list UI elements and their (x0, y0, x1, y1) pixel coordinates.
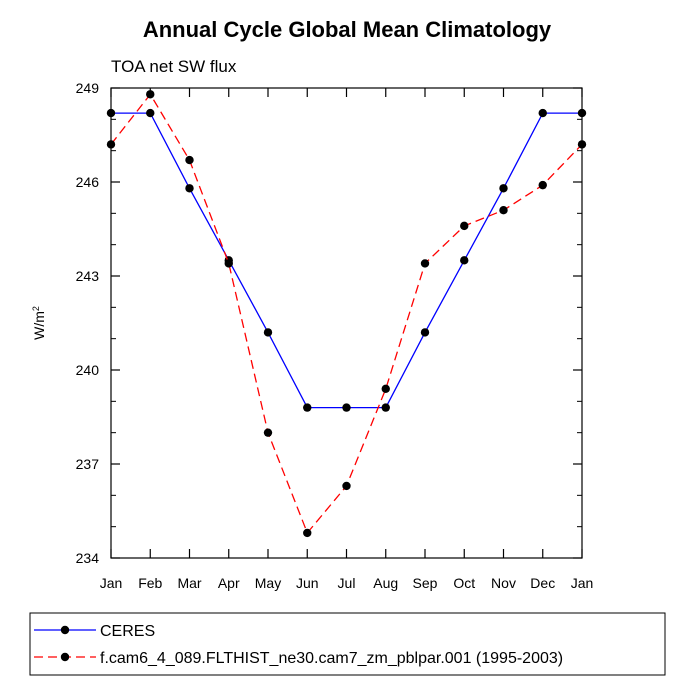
x-tick-label: Feb (138, 575, 162, 591)
x-tick-label: Dec (530, 575, 555, 591)
series-layer (106, 90, 587, 538)
x-tick-label: May (255, 575, 281, 591)
y-axis-label-base: W/m (31, 311, 47, 340)
x-tick-label: Jan (571, 575, 594, 591)
y-axis-label: W/m2 (31, 306, 47, 340)
series-1-point (263, 428, 273, 437)
series-1-point (460, 221, 469, 231)
series-1-point (577, 140, 587, 149)
y-tick-label: 243 (76, 268, 100, 284)
series-0-point (420, 328, 430, 337)
chart-title: Annual Cycle Global Mean Climatology (143, 17, 552, 42)
series-1-point (538, 180, 547, 190)
series-0-point (106, 108, 116, 118)
legend-label-1: f.cam6_4_089.FLTHIST_ne30.cam7_zm_pblpar… (100, 650, 563, 667)
series-line-1 (110, 93, 583, 535)
series-0-point (146, 108, 155, 118)
y-tick-label: 240 (76, 362, 100, 378)
series-0-point (577, 108, 587, 118)
series-1-point (185, 155, 194, 165)
x-tick-label: Nov (491, 575, 516, 591)
series-0-point (303, 403, 312, 412)
series-1-point (224, 259, 233, 268)
series-1-point (342, 481, 351, 491)
ticks-layer: Jan Feb Mar Apr May Jun Jul Aug Sep Oct Nov Dec Jan2… (76, 80, 594, 591)
y-tick-label: 234 (76, 550, 100, 566)
x-tick-label: Sep (413, 575, 438, 591)
series-0-point (185, 184, 194, 193)
y-tick-label: 249 (76, 80, 100, 96)
y-axis-label-superscript: 2 (31, 306, 41, 311)
x-tick-label: Jul (338, 575, 356, 591)
legend-marker-0 (60, 625, 70, 635)
series-line-0 (111, 112, 582, 409)
legend-label-0: CERES (100, 623, 155, 640)
x-tick-label: Oct (453, 575, 475, 591)
y-tick-label: 246 (76, 174, 100, 190)
series-0-point (499, 184, 508, 193)
series-0-point (460, 256, 469, 265)
series-1-point (420, 259, 430, 268)
series-0-point (342, 403, 351, 412)
chart-subtitle: TOA net SW flux (111, 57, 237, 76)
x-tick-label: Jun (296, 575, 319, 591)
x-tick-label: Mar (177, 575, 201, 591)
legend-marker-1 (60, 652, 70, 662)
y-tick-label: 237 (76, 456, 100, 472)
series-0-point (263, 328, 273, 337)
series-0-point (381, 403, 390, 412)
series-1-point (499, 206, 508, 215)
x-tick-label: Aug (373, 575, 398, 591)
x-tick-label: Jan (100, 575, 123, 591)
x-tick-label: Apr (218, 575, 240, 591)
series-1-point (303, 528, 312, 538)
legend-items: CERES f.cam6_4_089.FLTHIST_ne30.cam7_zm_p… (34, 623, 563, 667)
legend: CERES f.cam6_4_089.FLTHIST_ne30.cam7_zm_p… (29, 612, 666, 676)
series-0-point (538, 108, 547, 118)
series-1-point (146, 90, 155, 99)
legend-box (29, 612, 666, 676)
series-1-point (381, 384, 390, 393)
series-1-point (106, 140, 116, 149)
